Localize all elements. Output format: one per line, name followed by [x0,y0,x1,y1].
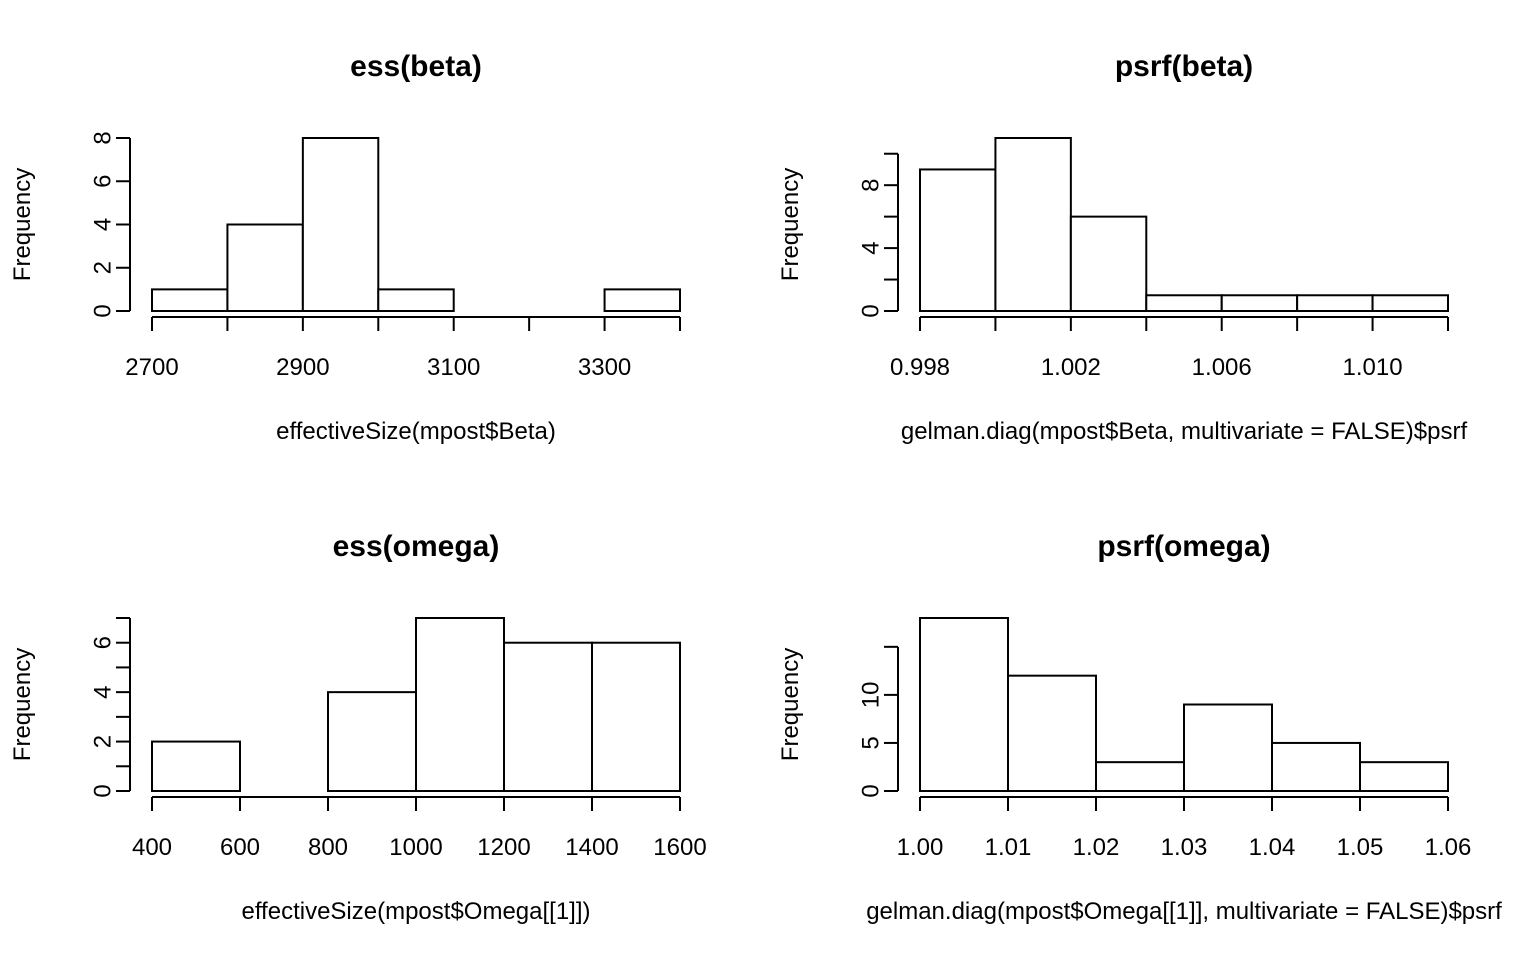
x-tick-label: 400 [132,834,172,861]
y-tick-label: 8 [89,131,116,144]
histogram-bar [1220,294,1299,313]
x-tick-label: 1.00 [897,834,944,861]
x-tick-label: 2700 [125,354,178,381]
histogram-bar [603,288,681,312]
y-tick-label: 2 [89,735,116,748]
x-tick-label: 1600 [653,834,706,861]
x-tick-label: 3300 [578,354,631,381]
histogram-bar [1007,674,1097,793]
y-tick-label: 4 [89,685,116,698]
x-tick-label: 1400 [565,834,618,861]
histogram-bar [1095,761,1185,793]
chart-title: psrf(beta) [1115,50,1253,83]
y-tick-label: 0 [857,304,884,317]
y-axis-label: Frequency [9,648,36,761]
y-tick-label: 0 [857,784,884,797]
x-tick-label: 1.010 [1343,354,1403,381]
histogram-bar [415,617,505,792]
x-axis-label: gelman.diag(mpost$Omega[[1]], multivaria… [866,898,1502,925]
y-axis-label: Frequency [777,648,804,761]
chart-title: psrf(omega) [1097,530,1270,563]
chart-title: ess(beta) [350,50,482,83]
histogram-bar [591,641,681,793]
x-tick-label: 1.04 [1249,834,1296,861]
histogram-bar [327,691,417,793]
histogram-bar [1296,294,1374,313]
x-tick-label: 1.01 [985,834,1032,861]
x-axis-label: effectiveSize(mpost$Beta) [276,418,556,445]
y-tick-label: 4 [89,218,116,231]
y-tick-label: 10 [857,682,884,709]
histogram-bar [226,223,304,312]
x-tick-label: 1000 [389,834,442,861]
y-tick-label: 6 [89,636,116,649]
x-tick-label: 1.06 [1425,834,1472,861]
histogram-bar [301,137,380,312]
x-axis-label: effectiveSize(mpost$Omega[[1]]) [241,898,590,925]
histogram-bar [1145,294,1223,313]
histogram-bar [1371,294,1449,313]
histogram-bar [151,740,241,792]
x-tick-label: 3100 [427,354,480,381]
histogram-bar [994,137,1072,312]
chart-title: ess(omega) [333,530,500,563]
histogram-bar [1069,215,1148,313]
histogram-bar [1359,761,1449,793]
histogram-panel: ess(beta) 2700 2900 3100 3300 0 2 4 6 8 effectiveS… [9,50,681,445]
histogram-bar [503,641,593,793]
histogram-bar [1183,703,1273,792]
x-tick-label: 1.03 [1161,834,1208,861]
y-tick-label: 5 [857,736,884,749]
x-tick-label: 0.998 [890,354,950,381]
histogram-panel: ess(omega) 400 600 800 1000 1200 1400 1600 0 2 4 6 e… [9,530,707,925]
histogram-panel: psrf(beta) 0.998 1.002 1.006 1.010 0 4 8 gelman.… [777,50,1467,445]
x-tick-label: 800 [308,834,348,861]
histogram-bar [919,617,1009,792]
y-axis-label: Frequency [9,168,36,281]
histogram-bar [151,288,229,312]
y-tick-label: 4 [857,241,884,254]
x-tick-label: 1.02 [1073,834,1120,861]
y-tick-label: 2 [89,261,116,274]
histogram-bar [377,288,455,312]
y-tick-label: 0 [89,784,116,797]
histogram-panel: psrf(omega) 1.00 1.01 1.02 1.03 1.04 1.05 1.06 0… [777,530,1502,925]
y-tick-label: 8 [857,179,884,192]
x-tick-label: 2900 [276,354,329,381]
y-tick-label: 6 [89,175,116,188]
x-axis-label: gelman.diag(mpost$Beta, multivariate = F… [901,418,1468,445]
x-tick-label: 1.05 [1337,834,1384,861]
x-tick-label: 1200 [477,834,530,861]
y-tick-label: 0 [89,304,116,317]
x-tick-label: 1.006 [1192,354,1252,381]
x-tick-label: 600 [220,834,260,861]
histogram-bar [1271,741,1361,793]
x-tick-label: 1.002 [1041,354,1101,381]
y-axis-label: Frequency [777,168,804,281]
histogram-bar [919,168,997,312]
